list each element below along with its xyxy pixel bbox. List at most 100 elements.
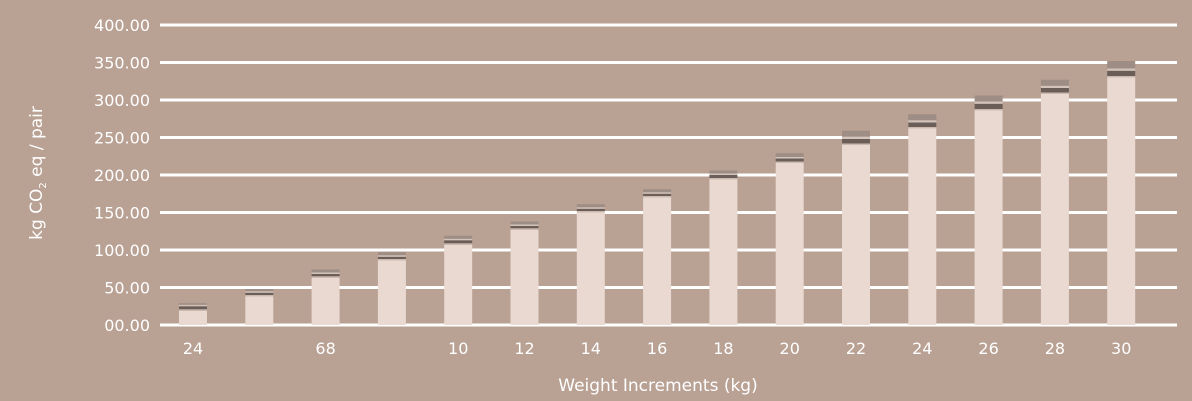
x-tick-label: 10 (448, 339, 468, 358)
bar-segment (444, 244, 473, 325)
bar-segment (775, 153, 804, 157)
x-tick-label: 24 (183, 339, 203, 358)
bar-segment (377, 252, 406, 256)
y-tick-label: 250.00 (94, 129, 150, 148)
bar-segment (1040, 79, 1069, 86)
bar-segment (908, 114, 937, 121)
y-tick-label: 150.00 (94, 204, 150, 223)
bar-segment (179, 304, 207, 307)
y-tick-label: 100.00 (94, 241, 150, 260)
bar-segment (245, 296, 274, 325)
x-tick-label: 28 (1045, 339, 1065, 358)
bar-segment (775, 163, 804, 325)
bar-segment (444, 238, 473, 241)
bar-segment (775, 157, 804, 159)
bar-segment (842, 143, 870, 145)
bar-segment (179, 309, 207, 311)
bar-segment (1040, 85, 1069, 88)
bar-segment (311, 274, 340, 277)
bar-segment (510, 224, 539, 226)
bar-segment (576, 208, 605, 211)
bar-segment (1107, 77, 1136, 325)
bar-segment (908, 128, 937, 325)
bar-segment (377, 255, 406, 257)
bar-segment (775, 158, 804, 162)
bar-segment (245, 291, 274, 293)
x-tick-label: 20 (780, 339, 800, 358)
y-axis-title: kg CO2 eq / pair (27, 106, 49, 240)
bar-segment (576, 211, 605, 213)
y-tick-label: 50.00 (104, 279, 150, 298)
bars (179, 61, 1136, 325)
bar-segment (377, 259, 406, 261)
bar-segment (775, 161, 804, 163)
y-tick-label: 400.00 (94, 16, 150, 35)
bar-segment (179, 306, 207, 310)
bar-segment (576, 207, 605, 209)
y-tick-label: 200.00 (94, 166, 150, 185)
y-tick-label: 300.00 (94, 91, 150, 110)
bar-segment (1107, 61, 1136, 69)
bar-segment (643, 196, 672, 198)
bar-segment (1040, 88, 1069, 93)
bar-segment (510, 221, 539, 225)
bar-segment (643, 189, 672, 193)
bar-segment (908, 127, 937, 129)
bar-segment (1107, 70, 1136, 76)
bar-segment (709, 170, 738, 174)
bar-segment (311, 276, 340, 278)
bar-segment (842, 145, 870, 325)
y-tick-label: 00.00 (104, 316, 150, 335)
bar-segment (709, 178, 738, 180)
bar-segment (908, 120, 937, 123)
bar-segment (576, 212, 605, 325)
bar-segment (510, 229, 539, 325)
bar-segment (1107, 68, 1136, 71)
x-tick-labels: 24 68 10 12 14 16 18 20 22 24 26 28 30 (183, 339, 1132, 358)
x-tick-label: 26 (978, 339, 998, 358)
bar-segment (576, 204, 605, 208)
bar-segment (709, 175, 738, 178)
bar-segment (643, 192, 672, 194)
bar-segment (974, 109, 1003, 111)
bar-segment (842, 130, 870, 137)
x-tick-label: 12 (514, 339, 534, 358)
x-tick-label: 24 (912, 339, 932, 358)
bar-segment (510, 228, 539, 230)
bar-segment (377, 260, 406, 325)
bar-segment (444, 243, 473, 245)
bar-segment (908, 122, 937, 127)
bar-segment (842, 139, 870, 144)
x-tick-label: 68 (315, 339, 335, 358)
bar-segment (1040, 92, 1069, 94)
x-tick-label: 14 (581, 339, 601, 358)
bar-segment (245, 295, 274, 297)
y-axis-title-rest: eq / pair (27, 106, 47, 182)
bar-segment (311, 269, 340, 273)
bar-segment (510, 226, 539, 229)
bar-segment (709, 173, 738, 175)
y-axis-title-main: kg CO (27, 189, 47, 240)
bar-segment (1107, 76, 1136, 78)
y-axis-title-subscript: 2 (38, 182, 49, 188)
x-tick-label: 16 (647, 339, 667, 358)
bar-segment (245, 292, 274, 295)
bar-segment (179, 303, 207, 305)
bar-segment (179, 310, 207, 325)
bar-segment (1040, 94, 1069, 325)
bar-segment (643, 197, 672, 325)
y-tick-labels: 00.00 50.00 100.00 150.00 200.00 250.00 300.00… (94, 16, 150, 335)
bar-segment (444, 235, 473, 239)
bar-segment (643, 193, 672, 196)
bar-segment (974, 110, 1003, 325)
bar-segment (311, 277, 340, 325)
bar-segment (377, 256, 406, 259)
bar-segment (444, 240, 473, 244)
bar-segment (311, 272, 340, 274)
x-tick-label: 18 (713, 339, 733, 358)
bar-segment (709, 179, 738, 325)
bar-segment (974, 95, 1003, 102)
y-tick-label: 350.00 (94, 54, 150, 73)
bar-segment (245, 289, 274, 292)
